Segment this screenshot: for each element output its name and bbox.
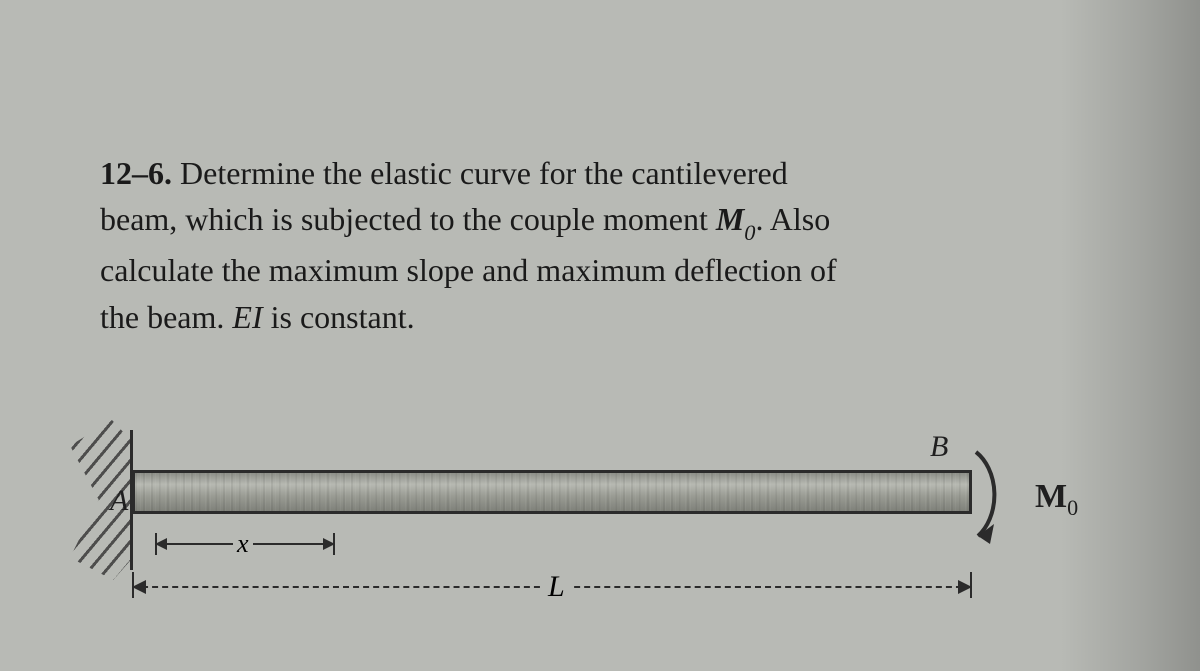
dimension-length: L <box>132 578 972 608</box>
moment-symbol: M0 <box>716 201 756 237</box>
beam-diagram: A B M0 x L <box>60 400 1060 620</box>
length-label: L <box>542 570 571 604</box>
problem-text-4a: the beam. <box>100 299 232 335</box>
problem-number: 12–6. <box>100 155 172 191</box>
ei-symbol: EI <box>232 299 262 335</box>
problem-text-2b: . Also <box>756 201 831 237</box>
problem-text-2a: beam, which is subjected to the couple m… <box>100 201 716 237</box>
problem-text-3: calculate the maximum slope and maximum … <box>100 252 837 288</box>
problem-text-1: Determine the elastic curve for the cant… <box>180 155 788 191</box>
beam-body <box>132 470 972 514</box>
couple-moment-arc <box>956 438 1046 548</box>
dimension-x: x <box>155 535 335 563</box>
problem-text-4b: is constant. <box>263 299 415 335</box>
label-a: A <box>110 484 128 518</box>
moment-label: M0 <box>1035 478 1078 521</box>
page: 12–6. Determine the elastic curve for th… <box>0 0 1200 671</box>
x-label: x <box>233 529 253 559</box>
label-b: B <box>930 430 948 464</box>
problem-statement: 12–6. Determine the elastic curve for th… <box>100 150 1100 340</box>
